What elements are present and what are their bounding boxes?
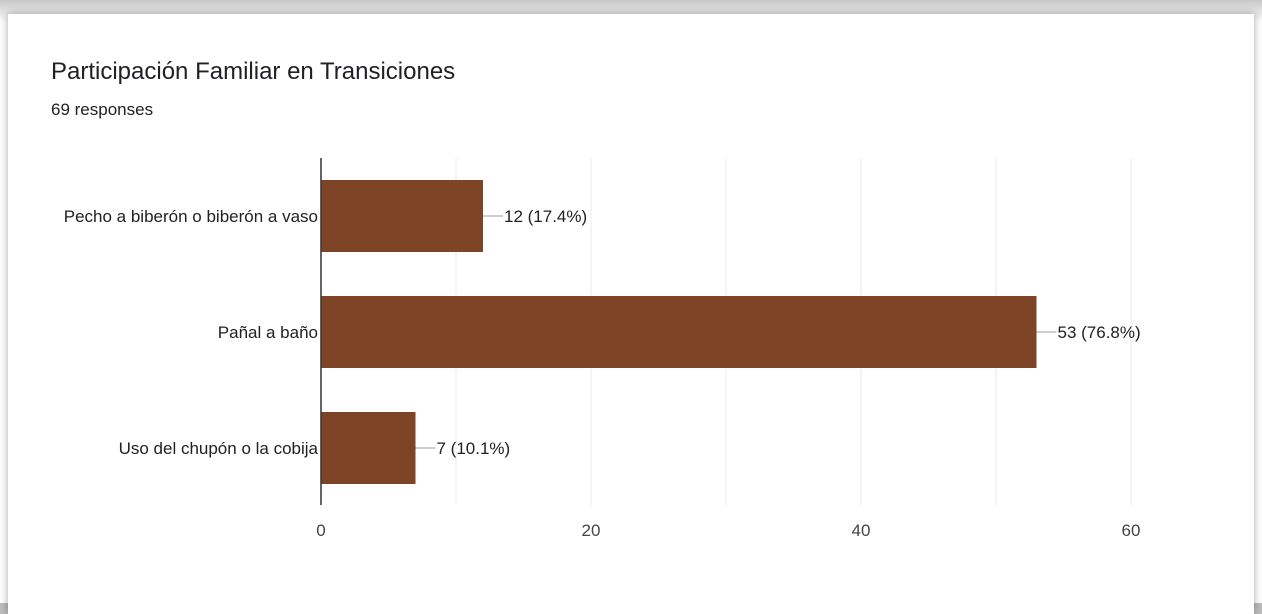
category-label: Uso del chupón o la cobija: [119, 439, 319, 458]
chart-title: Participación Familiar en Transiciones: [51, 58, 456, 85]
data-label: 12 (17.4%): [504, 207, 587, 226]
bar: [321, 180, 483, 252]
category-label: Pecho a biberón o biberón a vaso: [64, 207, 318, 226]
bar: [321, 296, 1037, 368]
x-tick-label: 20: [582, 521, 601, 540]
bar: [321, 412, 416, 484]
category-label: Pañal a baño: [218, 323, 318, 342]
responses-count: 69 responses: [51, 100, 154, 119]
x-tick-label: 0: [316, 521, 325, 540]
x-tick-label: 60: [1122, 521, 1141, 540]
x-tick-label: 40: [852, 521, 871, 540]
data-label: 7 (10.1%): [437, 439, 511, 458]
data-label: 53 (76.8%): [1058, 323, 1141, 342]
